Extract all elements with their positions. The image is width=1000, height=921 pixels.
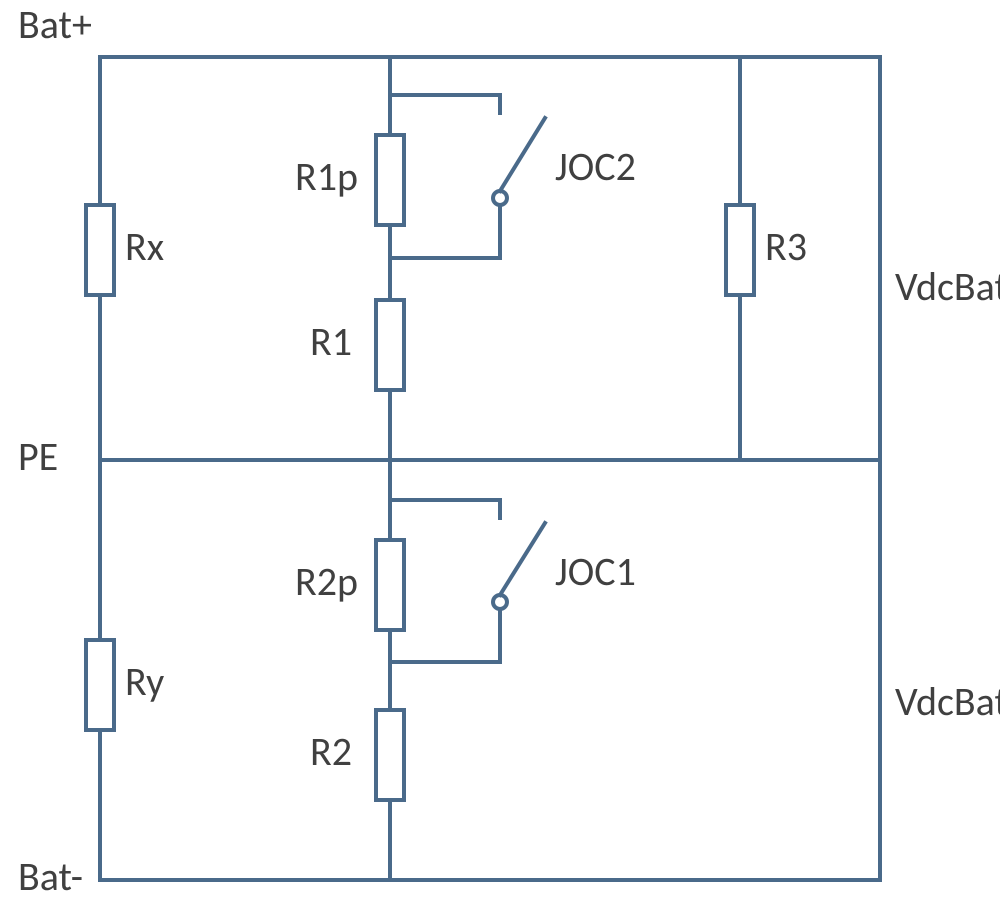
resistor-R2: [376, 710, 404, 800]
measurement-VdcBatMinus: VdcBat-: [895, 677, 1000, 726]
resistor-label-Rx: Rx: [125, 222, 164, 271]
rail-label-top: Bat+: [18, 0, 92, 49]
resistor-label-R2p: R2p: [295, 557, 358, 606]
resistor-R1: [376, 300, 404, 390]
resistor-R1p: [376, 135, 404, 225]
resistor-label-R1p: R1p: [295, 152, 358, 201]
resistor-Rx: [86, 205, 114, 295]
resistor-R2p: [376, 540, 404, 630]
switch-label-JOC2: JOC2: [555, 142, 636, 191]
resistor-label-Ry: Ry: [125, 657, 164, 706]
resistor-label-R3: R3: [765, 222, 807, 271]
resistor-R3: [726, 205, 754, 295]
switch-JOC1-blade: [500, 523, 545, 595]
rail-label-mid: PE: [18, 432, 58, 481]
measurement-VdcBatPlus: VdcBat+: [895, 262, 1000, 311]
rail-label-bottom: Bat-: [18, 852, 83, 901]
resistor-label-R2: R2: [310, 727, 352, 776]
switch-JOC2-blade: [500, 118, 545, 191]
resistor-label-R1: R1: [310, 317, 352, 366]
resistor-Ry: [86, 640, 114, 730]
switch-label-JOC1: JOC1: [555, 547, 636, 596]
